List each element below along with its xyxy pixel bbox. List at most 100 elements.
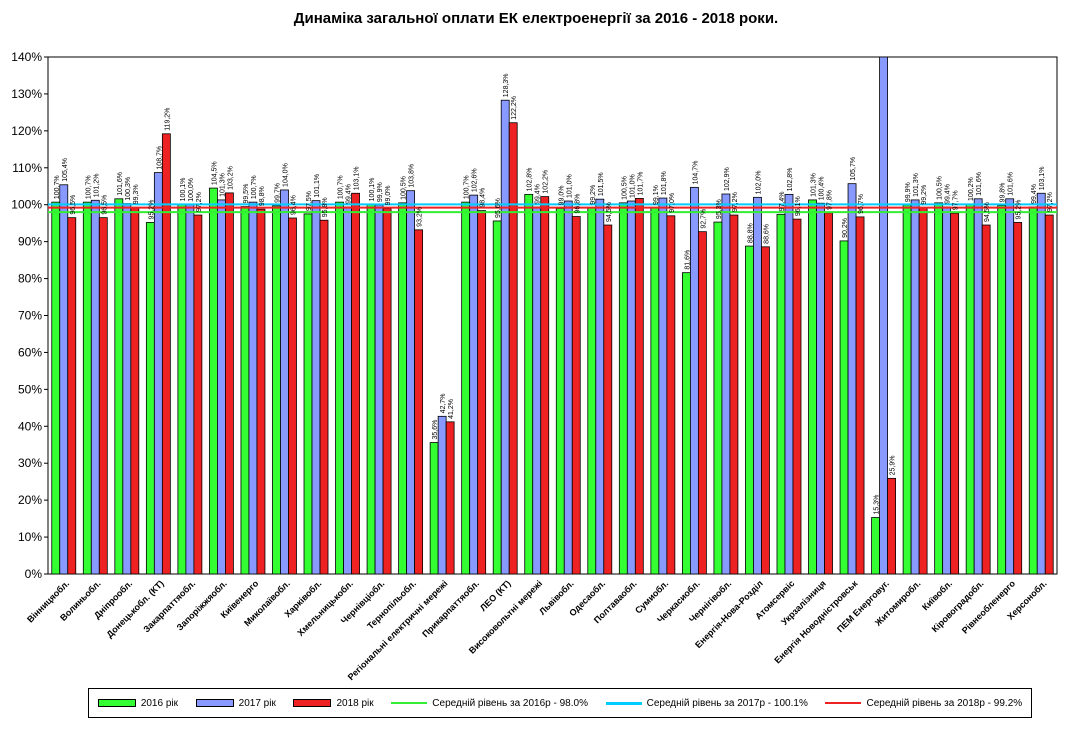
data-label: 99,8% xyxy=(1000,183,1007,203)
data-label: 99,4% xyxy=(1031,184,1038,204)
bar xyxy=(934,202,944,575)
data-label: 99,7% xyxy=(274,183,281,203)
data-label: 95,3% xyxy=(716,199,723,219)
data-label: 99,3% xyxy=(133,184,140,204)
bar xyxy=(595,198,605,575)
data-label: 101,2% xyxy=(93,174,100,198)
data-label: 103,1% xyxy=(1039,167,1046,191)
bar xyxy=(1044,214,1054,575)
bar xyxy=(445,421,455,575)
bar xyxy=(59,184,69,575)
y-tick-label: 40% xyxy=(18,419,42,433)
bar xyxy=(902,204,912,575)
data-label: 122,2% xyxy=(511,96,518,120)
bar xyxy=(153,172,163,575)
data-label: 95,2% xyxy=(148,200,155,220)
bar xyxy=(272,205,281,575)
legend-item-avg-2018: Середній рівень за 2018р - 99.2% xyxy=(825,698,1022,709)
bar xyxy=(761,246,770,575)
data-label: 101,8% xyxy=(661,171,668,195)
bar xyxy=(587,207,597,575)
data-label: 97,2% xyxy=(196,192,203,212)
data-label: 93,2% xyxy=(417,207,424,227)
y-tick-label: 100% xyxy=(11,198,42,212)
data-label: 96,1% xyxy=(795,196,802,216)
bar xyxy=(311,200,321,575)
bar xyxy=(910,199,920,575)
data-label: 102,0% xyxy=(755,171,762,195)
data-label: 95,6% xyxy=(495,198,502,218)
bar xyxy=(540,196,550,575)
bar xyxy=(67,217,77,575)
x-tick-label: Прикарпаттяобл. xyxy=(420,578,481,639)
bar xyxy=(256,208,266,575)
y-tick-label: 130% xyxy=(11,87,42,101)
data-label: 96,4% xyxy=(290,195,297,215)
bar xyxy=(713,221,723,575)
data-label: 81,6% xyxy=(684,250,691,270)
data-label: 92,7% xyxy=(700,209,707,229)
bar xyxy=(248,201,258,575)
bar xyxy=(1028,206,1038,575)
legend-item-avg-2017: Середній рівень за 2017р - 100.1% xyxy=(605,698,808,709)
data-label: 101,1% xyxy=(314,174,321,198)
bar xyxy=(145,222,155,575)
bar xyxy=(122,203,132,575)
bar xyxy=(973,198,983,575)
bar xyxy=(51,201,61,575)
bar xyxy=(776,213,786,575)
bar xyxy=(130,206,140,575)
bar xyxy=(634,198,644,575)
bar xyxy=(461,201,471,575)
y-tick-label: 140% xyxy=(11,50,42,64)
legend-line-avg-2018 xyxy=(825,702,862,704)
legend-item-2017: 2017 рік xyxy=(195,698,276,709)
data-label: 97,0% xyxy=(669,193,676,213)
bar xyxy=(288,217,297,575)
x-tick-label: Хмельницькобл. xyxy=(295,578,355,638)
data-label: 99,1% xyxy=(653,185,660,205)
data-label: 103,1% xyxy=(354,167,361,191)
bar xyxy=(839,240,849,575)
data-label: 97,8% xyxy=(827,190,834,210)
data-label: 100,5% xyxy=(401,176,408,200)
data-label: 104,0% xyxy=(282,163,289,187)
data-label: 101,7% xyxy=(637,172,644,196)
data-label: 103,8% xyxy=(409,164,416,188)
data-label: 41,2% xyxy=(448,399,455,419)
bar xyxy=(82,201,92,575)
legend-item-2018: 2018 рік xyxy=(293,698,374,709)
bar xyxy=(847,183,857,575)
bar xyxy=(753,196,762,575)
bar xyxy=(855,216,865,575)
data-label: 99,4% xyxy=(535,184,542,204)
bar xyxy=(177,203,187,575)
data-label: 101,6% xyxy=(117,172,124,196)
data-label: 95,8% xyxy=(322,197,329,217)
bar xyxy=(721,193,731,575)
bar xyxy=(398,202,408,575)
bar xyxy=(1013,222,1023,575)
bar xyxy=(1036,192,1046,575)
data-label: 99,0% xyxy=(558,186,565,206)
data-label: 104,5% xyxy=(211,161,218,185)
data-label: 98,8% xyxy=(259,186,266,206)
data-label: 97,5% xyxy=(306,191,313,211)
data-label: 96,8% xyxy=(574,194,581,214)
bar xyxy=(374,204,384,575)
data-label: 119,2% xyxy=(164,108,171,131)
bar xyxy=(414,229,424,575)
bar xyxy=(879,56,888,575)
legend-label-avg-2016: Середній рівень за 2016р - 98.0% xyxy=(432,697,588,709)
bar xyxy=(193,214,203,575)
data-label: 101,0% xyxy=(629,174,636,198)
legend-label-2016: 2016 рік xyxy=(140,697,178,709)
y-tick-label: 20% xyxy=(18,493,42,507)
bar xyxy=(469,194,479,575)
bar xyxy=(563,200,573,575)
data-label: 100,4% xyxy=(819,176,826,200)
data-label: 99,2% xyxy=(590,185,597,205)
data-label: 101,3% xyxy=(913,173,920,197)
data-label: 103,2% xyxy=(227,166,234,190)
bar xyxy=(185,204,195,575)
